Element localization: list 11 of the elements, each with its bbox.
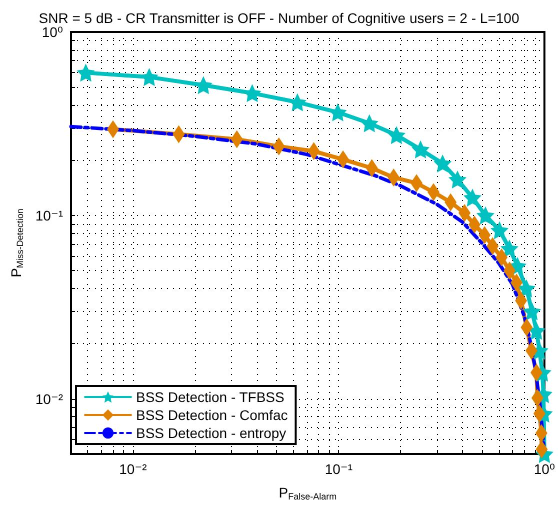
x-tick-label: 10⁻² — [119, 461, 148, 477]
legend-label: BSS Detection - Comfac — [136, 407, 288, 423]
x-tick-label: 10⁻¹ — [324, 461, 353, 477]
y-tick-label: 10⁰ — [42, 24, 64, 40]
chart-title: SNR = 5 dB - CR Transmitter is OFF - Number of Cognitive users = 2 - L=100 — [38, 10, 520, 26]
y-tick-label: 10⁻¹ — [35, 207, 64, 224]
y-axis-title: PMiss-Detection — [8, 208, 25, 278]
y-tick-label: 10⁻² — [35, 390, 64, 407]
legend-label: BSS Detection - TFBSS — [136, 389, 284, 405]
x-tick-label: 10⁰ — [534, 461, 556, 477]
legend-label: BSS Detection - entropy — [136, 425, 286, 441]
